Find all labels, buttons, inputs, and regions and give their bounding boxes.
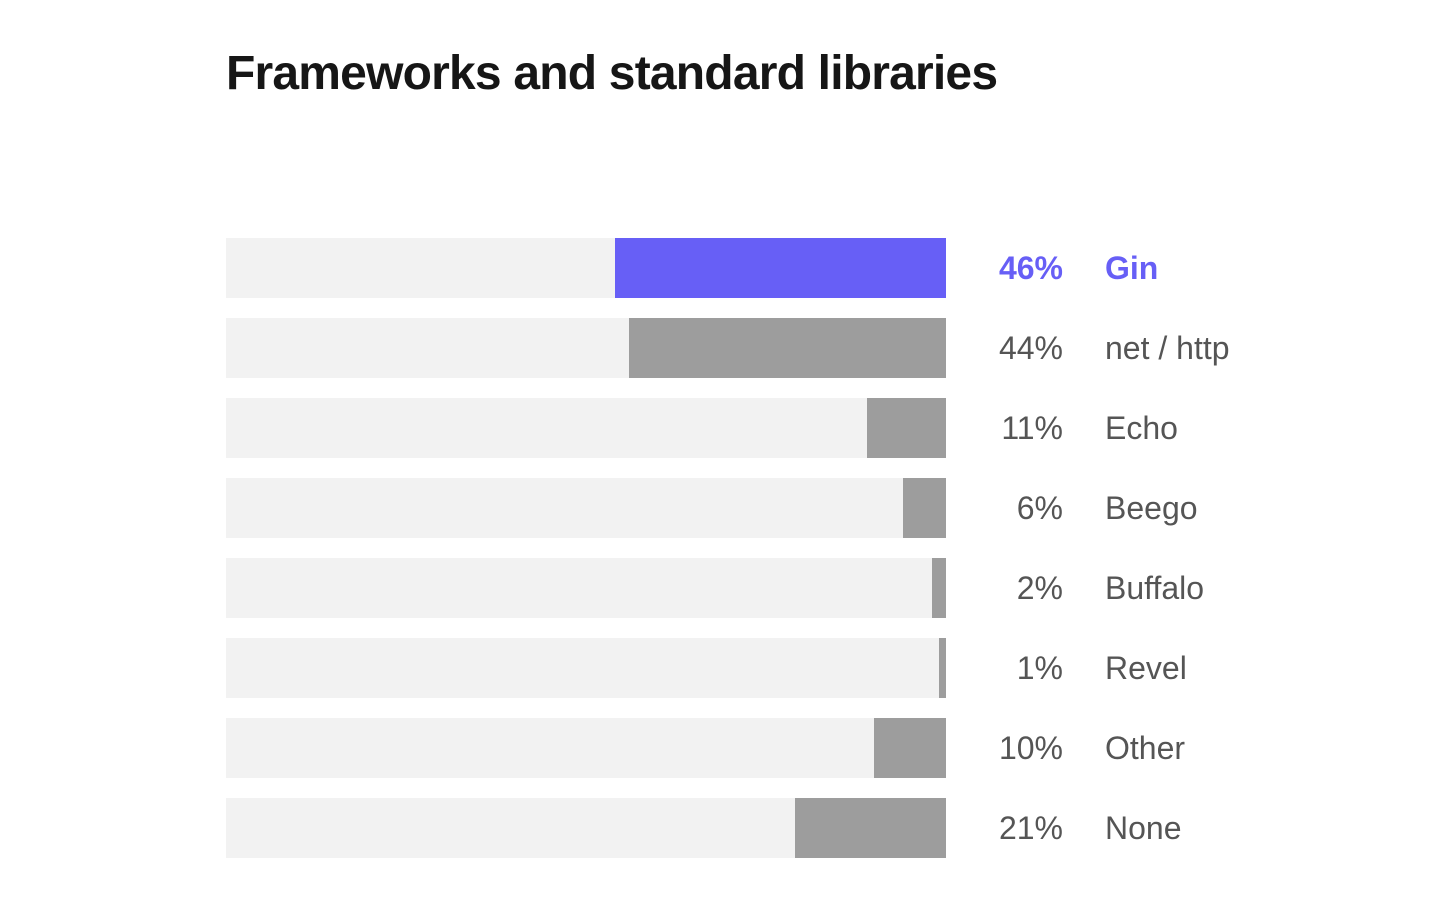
bar-row: 2% Buffalo: [226, 558, 1326, 618]
value-label: 10%: [998, 730, 1063, 766]
category-label: None: [1105, 810, 1182, 846]
chart-title: Frameworks and standard libraries: [226, 47, 998, 100]
value-label: 1%: [1016, 650, 1063, 686]
bar: [903, 478, 946, 538]
value-label: 44%: [998, 330, 1063, 366]
category-label: Other: [1105, 730, 1186, 766]
bar-track: [226, 718, 946, 778]
category-label: Revel: [1105, 650, 1187, 686]
bar-track: [226, 478, 946, 538]
bar: [939, 638, 946, 698]
bar-track: [226, 558, 946, 618]
bar-track: [226, 798, 946, 858]
value-label: 2%: [1016, 570, 1063, 606]
value-label: 11%: [1001, 410, 1063, 446]
value-label: 21%: [998, 810, 1063, 846]
bar-track: [226, 238, 946, 298]
bar-row: 11% Echo: [226, 398, 1326, 458]
bar: [932, 558, 946, 618]
bar: [867, 398, 946, 458]
bar-row: 1% Revel: [226, 638, 1326, 698]
category-label: Gin: [1105, 250, 1159, 286]
bar-row: 21% None: [226, 798, 1326, 858]
bar-row: 44% net / http: [226, 318, 1326, 378]
bar: [629, 318, 946, 378]
bar: [615, 238, 946, 298]
category-label: net / http: [1105, 330, 1230, 366]
category-label: Echo: [1105, 410, 1178, 446]
value-label: 6%: [1016, 490, 1063, 526]
category-label: Beego: [1105, 490, 1198, 526]
bar-track: [226, 638, 946, 698]
category-label: Buffalo: [1105, 570, 1205, 606]
bar: [874, 718, 946, 778]
bar-row: 6% Beego: [226, 478, 1326, 538]
bar-chart: 46% Gin 44% net / http 11% Echo 6% Beego 2% Buffa…: [226, 238, 1326, 878]
bar-row: 10% Other: [226, 718, 1326, 778]
value-label: 46%: [998, 250, 1063, 286]
bar-track: [226, 398, 946, 458]
bar: [795, 798, 946, 858]
bar-row: 46% Gin: [226, 238, 1326, 298]
bar-track: [226, 318, 946, 378]
